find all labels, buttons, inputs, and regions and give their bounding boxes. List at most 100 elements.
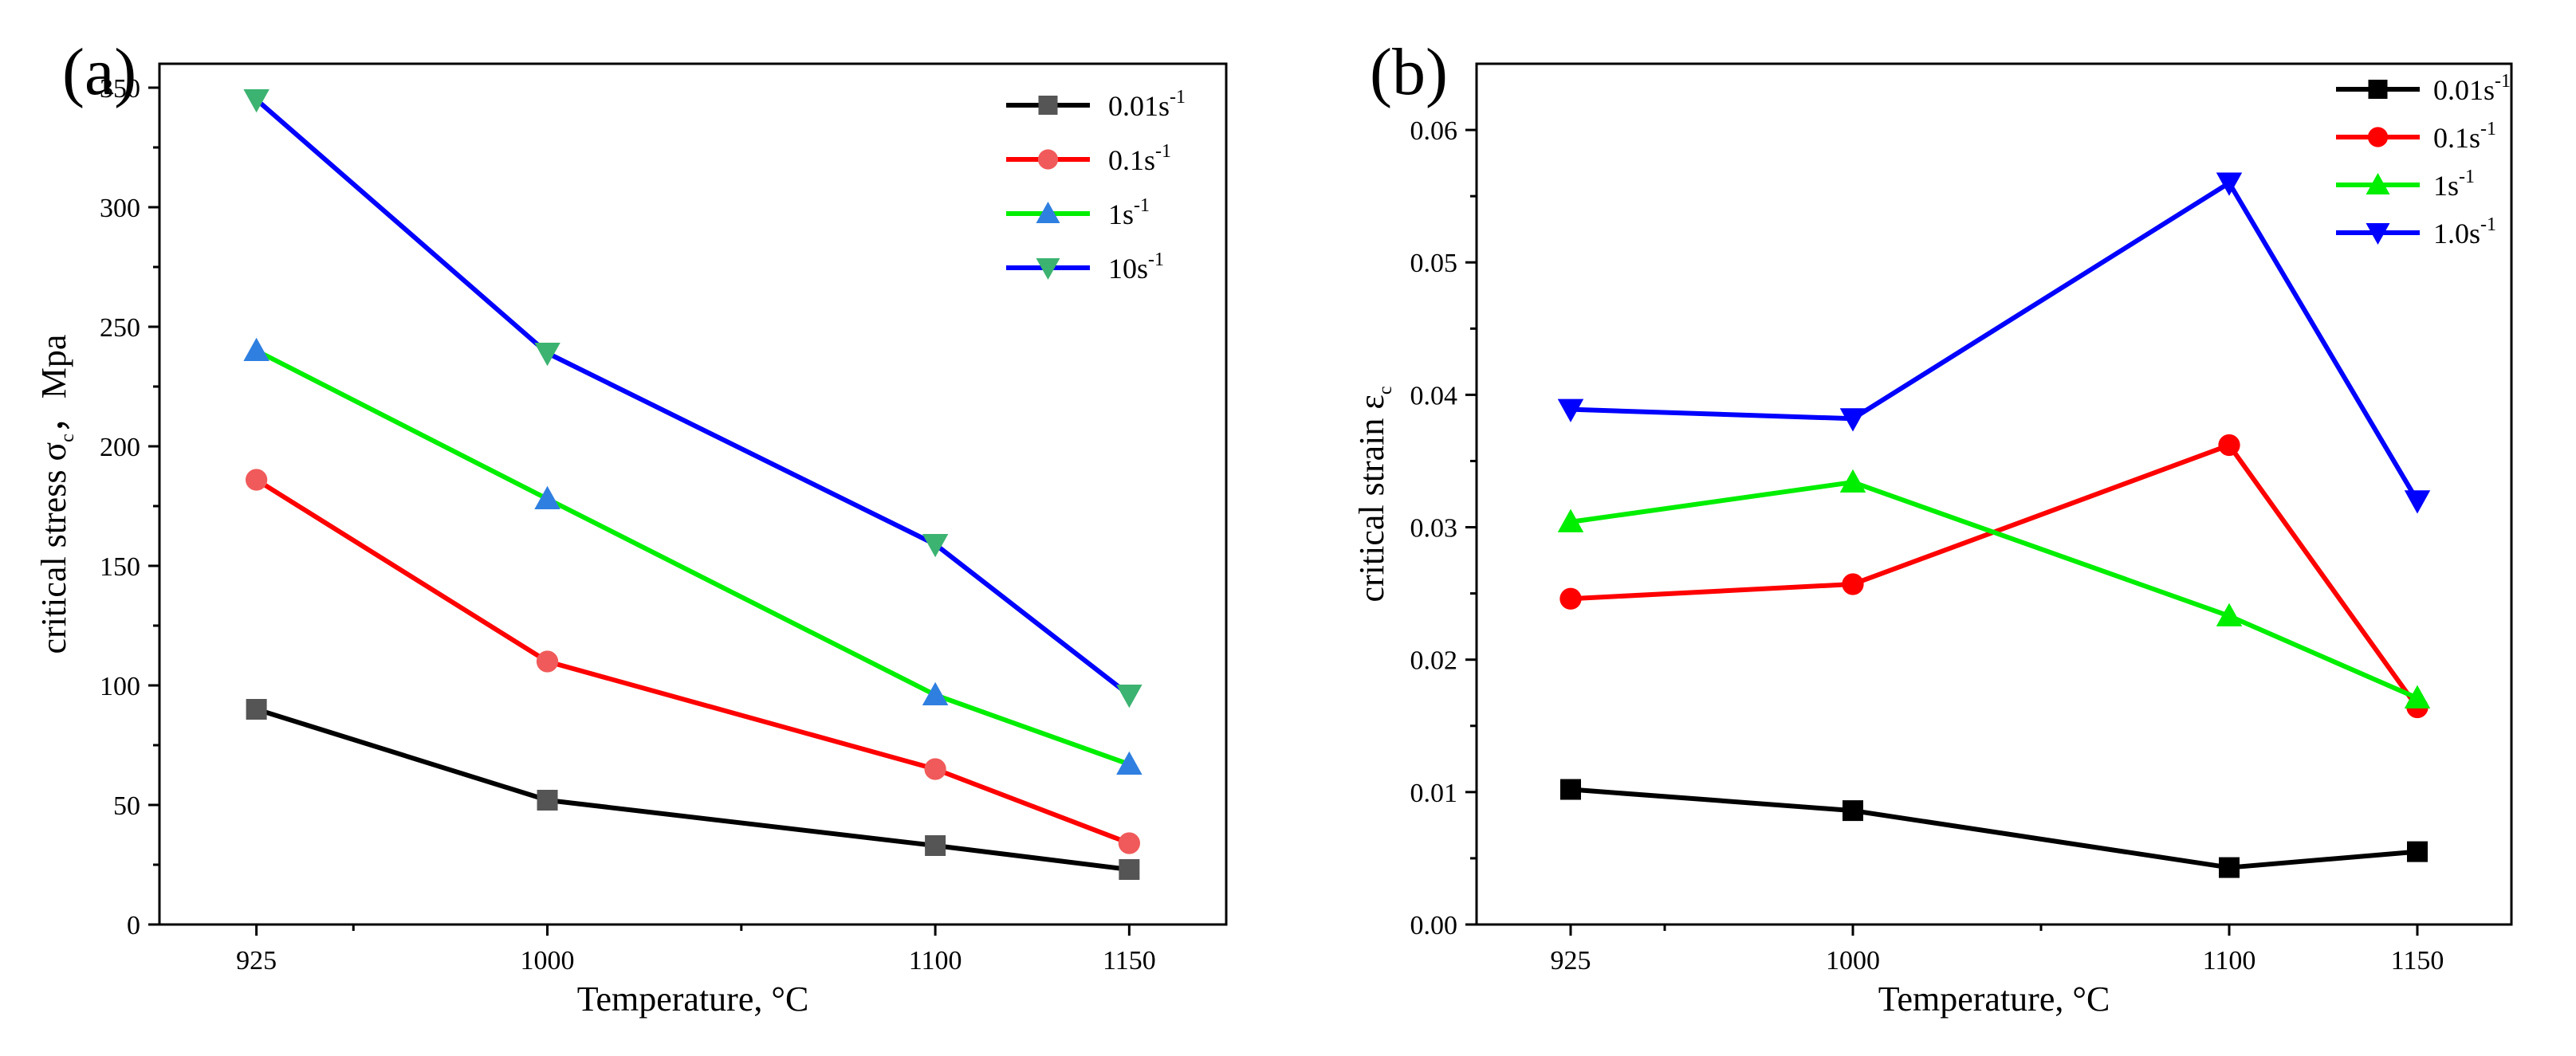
x-axis-title: Temperature, °C [1878,979,2110,1019]
y-tick-label: 150 [100,552,140,582]
series-1s [243,337,1142,775]
series-line [255,477,1131,846]
x-tick-label: 1150 [1103,946,1156,976]
legend-label-text: 1s [2433,170,2459,202]
legend-item: 1s-1 [1006,195,1150,230]
data-point [536,650,559,673]
data-point [925,835,946,856]
legend-label-superscript: -1 [1134,195,1150,216]
x-tick-label: 1000 [521,946,575,976]
data-point [246,699,267,720]
legend-label: 0.01s-1 [1108,87,1186,122]
y-tick-label: 0 [127,911,140,940]
data-point [243,89,269,113]
y-tick-label: 300 [100,194,140,223]
legend-label-superscript: -1 [2480,119,2496,139]
series-line [1570,787,2418,870]
series-0_01s [1560,779,2428,878]
data-point [2404,685,2431,709]
legend-marker [2368,80,2388,99]
legend-item: 10s-1 [1006,249,1164,285]
data-point [924,758,946,780]
plot-frame [158,62,1228,926]
y-axis-title: critical strain εc [1352,386,1396,602]
y-axis-title-subscript: c [1375,386,1396,395]
x-axis-title: Temperature, °C [577,979,809,1019]
y-tick-label: 50 [113,791,140,821]
legend-label-superscript: -1 [1148,249,1164,270]
panel-label: (b) [1370,35,1448,109]
legend-label-text: 0.01s [1108,90,1170,122]
data-point [2216,603,2243,626]
legend-label: 0.1s-1 [1108,141,1171,176]
legend-label-text: 1.0s [2433,218,2480,249]
legend-marker [1037,149,1059,170]
data-point [1560,779,1581,800]
legend-label: 1s-1 [2433,167,2475,202]
y-tick-label: 0.05 [1410,249,1458,278]
panel-a: (a) 0 50 100 150 200 250 300 350 925 1000 1100 1150 T… [34,35,1228,1019]
plot-frame [1475,62,2513,926]
legend: 0.01s-10.1s-11s-11.0s-1 [2336,71,2511,249]
data-point [1842,573,1864,595]
series-line [255,707,1130,872]
data-point [2407,841,2428,862]
series-line [255,348,1131,767]
data-point [2404,490,2431,514]
series-10s [243,89,1142,709]
data-point [245,469,268,491]
legend-label-text: 0.1s [2433,122,2480,154]
data-point [922,681,949,705]
legend-item: 0.01s-1 [2336,71,2511,106]
y-axis-title-main: critical stress σ [34,442,73,654]
x-tick-label: 1100 [909,946,962,976]
legend-label-superscript: -1 [1170,87,1186,108]
y-tick-label: 250 [100,313,140,343]
y-axis-title-main: critical strain ε [1352,395,1391,602]
legend-label: 1s-1 [1108,195,1150,230]
legend-label-text: 10s [1108,253,1148,285]
data-point [1839,408,1866,432]
y-tick-label: 350 [100,74,140,104]
series-line [1570,480,2419,701]
series-0_1s [245,469,1141,854]
data-point [1118,832,1141,854]
y-tick-label: 0.02 [1410,646,1458,676]
data-point [534,343,560,367]
legend-label-superscript: -1 [2459,167,2475,187]
series-line [1570,442,2420,709]
legend-marker [1036,258,1060,280]
legend-label: 0.01s-1 [2433,71,2511,106]
x-tick-label: 1150 [2391,946,2444,976]
legend-item: 0.01s-1 [1006,87,1186,122]
legend-label-text: 0.1s [1108,144,1155,176]
y-tick-label: 100 [100,672,140,701]
legend-label-text: 1s [1108,198,1134,230]
legend-label: 10s-1 [1108,249,1164,285]
legend-marker [2367,127,2389,147]
panel-b: (b) 0.00 0.01 0.02 0.03 0.04 0.05 0.06 925 1000 11… [1352,35,2513,1019]
data-point [1557,398,1584,422]
series-line [254,97,1131,697]
panel-label: (a) [62,35,136,109]
data-point [1116,685,1142,709]
data-point [537,790,558,811]
legend-marker [2366,223,2390,245]
y-tick-label: 0.00 [1410,911,1458,940]
data-point [1839,469,1866,493]
y-tick-label: 0.03 [1410,514,1458,544]
legend-label-superscript: -1 [2480,214,2496,235]
legend-marker [1038,96,1058,115]
y-tick-label: 0.04 [1410,381,1458,410]
x-tick-label: 925 [236,946,277,976]
data-point [2219,857,2240,878]
y-axis-title-subscript: c [57,434,78,442]
data-point [1559,587,1582,610]
y-tick-label: 0.06 [1410,116,1458,146]
series-1_0s [1557,172,2431,514]
legend-label-superscript: -1 [1155,141,1171,162]
series-1s [1557,469,2431,709]
data-point [1119,859,1140,880]
